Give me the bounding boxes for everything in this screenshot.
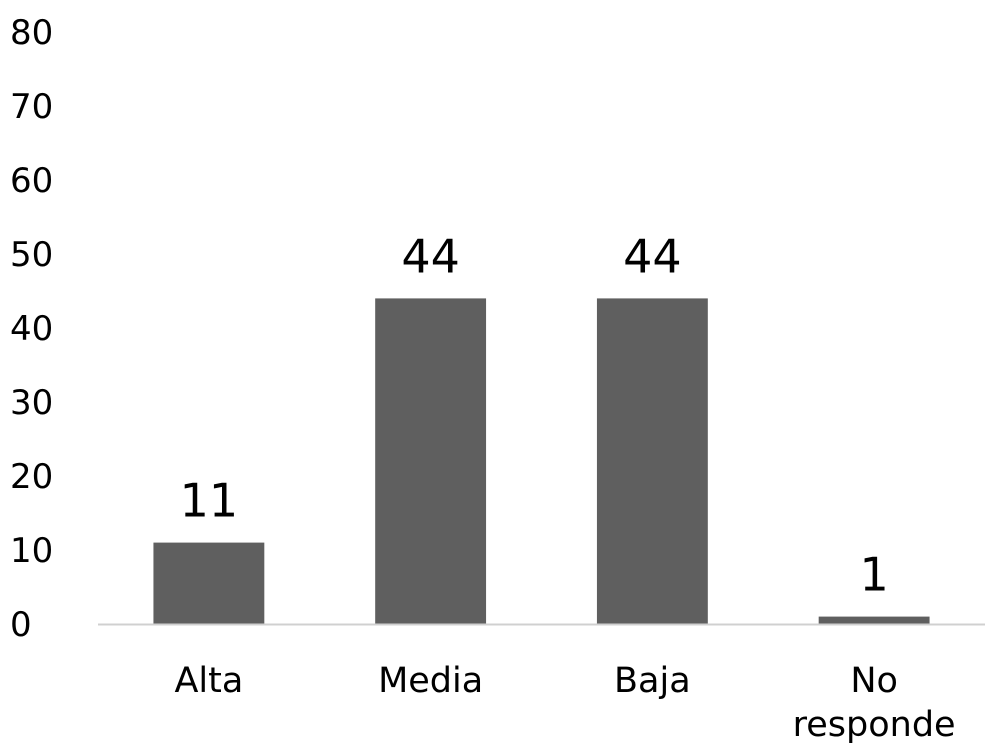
- x-category-label: No: [850, 661, 898, 701]
- y-tick-label: 10: [10, 531, 53, 571]
- y-axis-tick-labels: 0 10 20 30 40 50 60 70 80: [10, 13, 53, 645]
- x-category-label: responde: [793, 705, 956, 745]
- y-tick-label: 20: [10, 457, 53, 497]
- data-label: 11: [180, 474, 239, 528]
- y-tick-label: 40: [10, 309, 53, 349]
- data-label: 44: [401, 229, 460, 283]
- bars: [153, 298, 930, 624]
- bar-media: [375, 298, 487, 624]
- y-tick-label: 0: [10, 605, 32, 645]
- bar-no-responde: [818, 616, 930, 624]
- y-tick-label: 30: [10, 383, 53, 423]
- data-label: 1: [859, 548, 888, 602]
- bar-alta: [153, 542, 265, 624]
- y-tick-label: 70: [10, 87, 53, 127]
- data-label: 44: [623, 229, 682, 283]
- y-tick-label: 80: [10, 13, 53, 53]
- x-category-label: Media: [378, 661, 483, 701]
- x-category-label: Alta: [174, 661, 243, 701]
- data-labels: 11 44 44 1: [180, 229, 889, 601]
- bar-baja: [596, 298, 708, 624]
- y-tick-label: 60: [10, 161, 53, 201]
- x-category-label: Baja: [614, 661, 691, 701]
- y-tick-label: 50: [10, 235, 53, 275]
